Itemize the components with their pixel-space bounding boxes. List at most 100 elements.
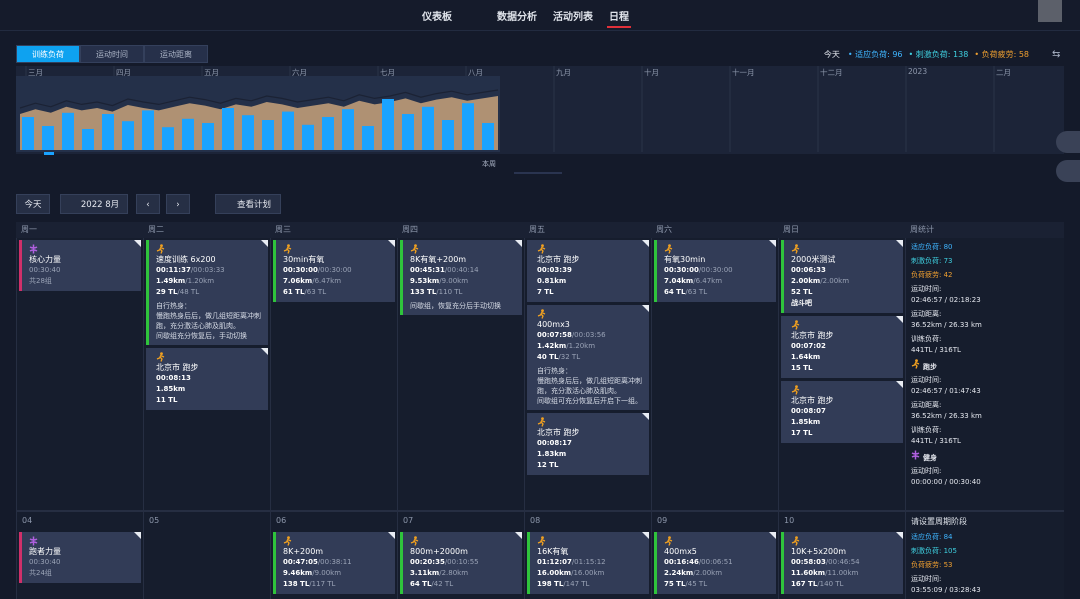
view-plan-button[interactable]: 查看计划 — [215, 194, 281, 214]
prev-button[interactable]: ‹ — [136, 194, 160, 214]
activity-line: 198 TL/147 TL — [537, 579, 643, 590]
fitness-line — [19, 89, 499, 109]
activity-icon — [283, 536, 389, 546]
planned-value: /32 TL — [558, 353, 581, 361]
planned-value: /63 TL — [685, 288, 708, 296]
activity-card[interactable]: 16K有氧 01:12:07/01:15:12 16.00km/16.00km 198… — [527, 532, 649, 594]
actual-value: 00:45:31 — [410, 266, 445, 274]
stat-value: 02:46:57 / 01:47:43 — [911, 387, 981, 395]
now-marker — [44, 152, 54, 155]
activity-card[interactable]: 400mx3 00:07:58/00:03:56 1.42km/1.20km 40 T… — [527, 305, 649, 410]
nav-item[interactable]: 仪表板 — [422, 12, 452, 23]
actual-value: 52 TL — [791, 288, 813, 296]
activity-title: 400mx3 — [537, 320, 570, 329]
activity-line: 1.85km — [156, 384, 262, 395]
month-picker[interactable]: 2022 8月 — [60, 194, 128, 214]
day-date: 08 — [530, 516, 541, 525]
activity-line: 00:06:33 — [791, 265, 897, 276]
activity-card[interactable]: 核心力量 00:30:40 共28组 — [19, 240, 141, 291]
actual-value: 198 TL — [537, 580, 564, 588]
load-bar — [122, 121, 134, 150]
activity-line: 7.06km/6.47km — [283, 276, 389, 287]
activity-card[interactable]: 10K+5x200m 00:58:03/00:46:54 11.60km/11.00… — [781, 532, 903, 594]
tab[interactable]: 训练负荷 — [16, 45, 80, 63]
load-bar — [222, 108, 234, 150]
activity-card[interactable]: 北京市 跑步 00:08:17 1.83km 12 TL — [527, 413, 649, 475]
actual-value: 00:08:17 — [537, 439, 572, 447]
month-label: 三月 — [28, 68, 43, 77]
tab[interactable]: 运动时间 — [80, 45, 144, 63]
nav-item[interactable]: 日程 — [607, 8, 631, 28]
actual-value: 00:03:39 — [537, 266, 572, 274]
month-label: 四月 — [116, 68, 131, 77]
actual-value: 12 TL — [537, 461, 559, 469]
month-label: 十月 — [644, 68, 659, 77]
activity-card[interactable]: 北京市 跑步 00:07:02 1.64km 15 TL — [781, 316, 903, 378]
stat-value: 441TL / 316TL — [911, 437, 961, 445]
actual-value: 7.06km — [283, 277, 313, 285]
activity-card[interactable]: 8K有氧+200m 00:45:31/00:40:14 9.53km/9.00km 1… — [400, 240, 522, 315]
activity-line: 75 TL/45 TL — [664, 579, 770, 590]
activity-line: 00:45:31/00:40:14 — [410, 265, 516, 276]
side-button[interactable] — [1056, 131, 1080, 153]
tab[interactable]: 运动距离 — [144, 45, 208, 63]
planned-value: /00:10:55 — [444, 558, 479, 566]
next-button[interactable]: › — [166, 194, 190, 214]
load-bar — [142, 110, 154, 150]
actual-value: 1.42km — [537, 342, 567, 350]
settings-icon[interactable]: ⇆ — [1052, 49, 1061, 60]
activity-line: 9.46km/9.00km — [283, 568, 389, 579]
activity-title: 北京市 跑步 — [537, 255, 580, 264]
activity-line: 00:08:13 — [156, 373, 262, 384]
avatar[interactable] — [1038, 0, 1062, 22]
day-cell: 05 — [143, 512, 270, 599]
actual-value: 75 TL — [664, 580, 686, 588]
today-button[interactable]: 今天 — [16, 194, 50, 214]
load-bar — [202, 123, 214, 150]
stat-label: 运动时间: — [911, 376, 942, 384]
stat-row: 刺激负荷: 73 — [906, 256, 1064, 267]
activity-card[interactable]: 北京市 跑步 00:08:13 1.85km 11 TL — [146, 348, 268, 410]
summary-label: • 负荷疲劳: — [974, 50, 1019, 59]
activity-card[interactable]: 速度训练 6x200 00:11:37/00:03:33 1.49km/1.20km… — [146, 240, 268, 345]
day-date: 09 — [657, 516, 668, 525]
activity-title: 800m+2000m — [410, 547, 468, 556]
activity-icon — [791, 244, 897, 254]
activity-card[interactable]: 2000米测试 00:06:33 2.00km/2.00km 52 TL 战斗吧 — [781, 240, 903, 313]
activity-card[interactable]: 8K+200m 00:47:05/00:38:11 9.46km/9.00km 138… — [273, 532, 395, 594]
side-button[interactable] — [1056, 160, 1080, 182]
month-label: 十二月 — [820, 68, 843, 77]
load-bar — [62, 112, 74, 150]
planned-value: /00:06:51 — [698, 558, 733, 566]
activity-card[interactable]: 400mx5 00:16:46/00:06:51 2.24km/2.00km 75 T… — [654, 532, 776, 594]
stat-value: 80 — [943, 243, 953, 251]
activity-card[interactable]: 有氧30min 00:30:00/00:30:00 7.04km/6.47km 64 … — [654, 240, 776, 302]
activity-icon — [791, 385, 897, 395]
activity-card[interactable]: 800m+2000m 00:20:35/00:10:55 3.11km/2.80km… — [400, 532, 522, 594]
planned-value: /00:46:54 — [825, 558, 860, 566]
actual-value: 40 TL — [537, 353, 559, 361]
planned-value: /2.80km — [439, 569, 469, 577]
month-label: 九月 — [556, 68, 571, 77]
activity-line: 2.00km/2.00km — [791, 276, 897, 287]
stat-row: 负荷疲劳: 53 — [906, 560, 1064, 571]
load-bar — [242, 115, 254, 150]
activity-line: 61 TL/63 TL — [283, 287, 389, 298]
month-label: 七月 — [380, 68, 395, 77]
load-bar — [182, 118, 194, 150]
activity-title: 16K有氧 — [537, 547, 569, 556]
load-bar — [462, 103, 474, 150]
phase-select[interactable]: 请设置周期阶段 — [911, 517, 967, 526]
activity-card[interactable]: 跑者力量 00:30:40 共24组 — [19, 532, 141, 583]
activity-card[interactable]: 北京市 跑步 00:03:39 0.81km 7 TL — [527, 240, 649, 302]
activity-card[interactable]: 北京市 跑步 00:08:07 1.85km 17 TL — [781, 381, 903, 443]
planned-value: /2.00km — [693, 569, 723, 577]
day-date: 10 — [784, 516, 795, 525]
summary-value: 138 — [953, 50, 969, 59]
day-cell: 核心力量 00:30:40 共28组 — [16, 238, 143, 512]
stat-label: 运动距离: — [911, 401, 942, 409]
actual-value: 7.04km — [664, 277, 694, 285]
nav-item[interactable]: 数据分析 — [497, 12, 537, 23]
activity-card[interactable]: 30min有氧 00:30:00/00:30:00 7.06km/6.47km 61 … — [273, 240, 395, 302]
nav-item[interactable]: 活动列表 — [553, 12, 593, 23]
